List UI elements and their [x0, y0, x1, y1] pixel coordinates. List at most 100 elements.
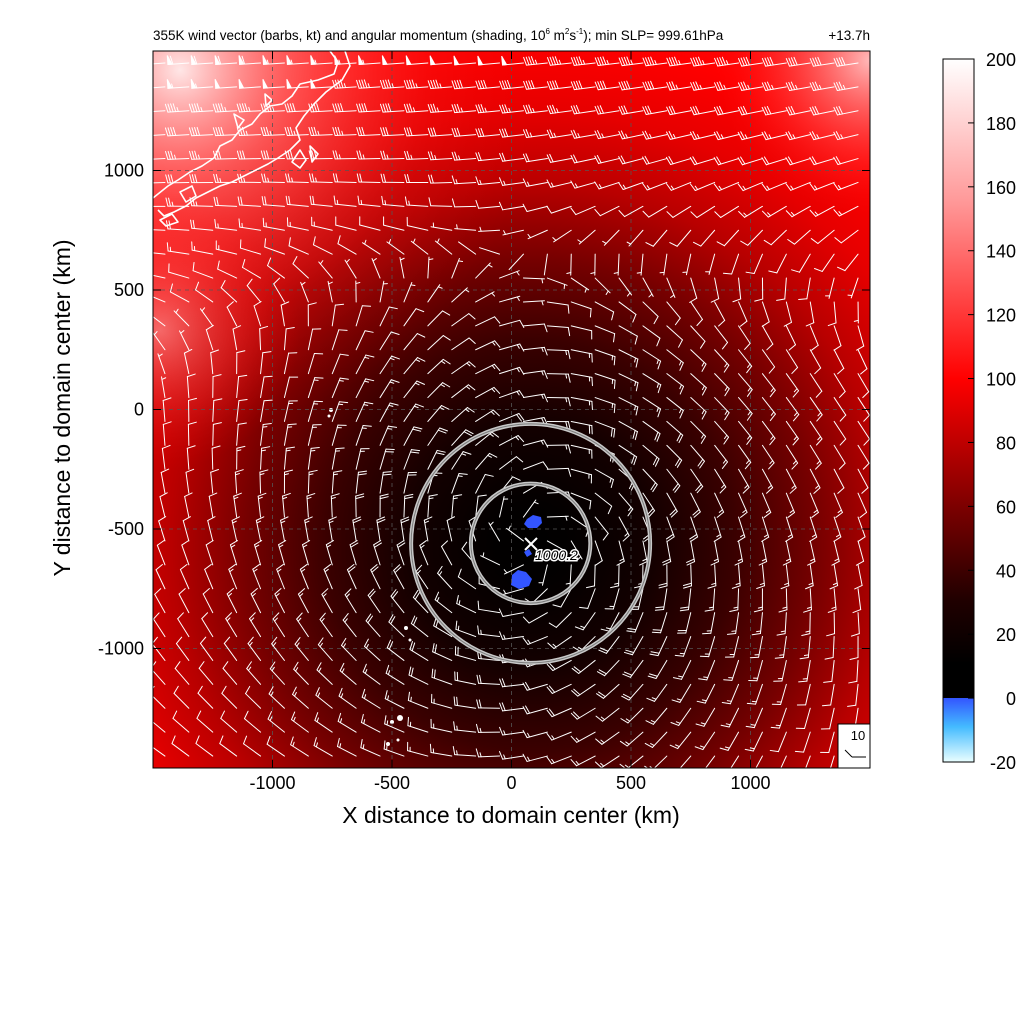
- wind-barb: [825, 277, 835, 299]
- barb-shaft: [220, 287, 238, 303]
- wind-barb: [570, 325, 593, 340]
- barb-shaft: [382, 134, 405, 137]
- barb-shaft: [756, 659, 763, 682]
- barb-feather: [600, 628, 610, 632]
- barb-feather: [788, 57, 793, 67]
- barb-feather: [191, 127, 195, 137]
- barb-feather: [666, 211, 674, 218]
- barb-feather: [770, 774, 778, 776]
- wind-barb: [761, 349, 776, 374]
- barb-half-feather: [696, 134, 700, 139]
- wind-barb: [714, 373, 730, 397]
- barb-feather: [552, 104, 557, 114]
- barb-feather: [578, 56, 583, 66]
- barb-half-feather: [818, 84, 822, 90]
- wind-barb: [415, 564, 429, 590]
- wind-barb: [226, 588, 238, 614]
- barb-feather: [768, 270, 778, 274]
- barb-feather: [191, 103, 195, 113]
- wind-barb: [356, 150, 381, 160]
- wind-barb: [522, 346, 548, 356]
- wind-barb: [264, 238, 285, 255]
- barb-shaft: [642, 540, 648, 563]
- barb-feather: [165, 174, 169, 184]
- wind-barb: [713, 156, 740, 166]
- barb-half-feather: [541, 394, 544, 399]
- barb-feather: [499, 153, 504, 162]
- barb-half-feather: [791, 484, 796, 489]
- barb-shaft: [249, 618, 262, 638]
- barb-feather: [594, 560, 603, 566]
- barb-feather: [516, 413, 522, 422]
- barb-feather: [288, 237, 291, 247]
- wind-barb: [161, 444, 171, 470]
- wind-barb: [361, 239, 381, 255]
- wind-barb: [243, 735, 262, 757]
- barb-shaft: [454, 134, 477, 137]
- barb-shaft: [241, 266, 262, 279]
- barb-shaft: [264, 246, 285, 255]
- barb-shaft: [234, 471, 238, 494]
- barb-pennant: [143, 79, 148, 88]
- barb-feather: [546, 663, 554, 672]
- barb-shaft: [646, 181, 668, 191]
- barb-feather: [358, 127, 363, 136]
- barb-feather: [145, 221, 147, 229]
- wind-barb: [499, 390, 525, 399]
- barb-feather: [798, 298, 808, 300]
- barb-feather: [408, 666, 412, 676]
- wind-barb: [214, 55, 238, 65]
- barb-feather: [761, 210, 769, 218]
- barb-feather: [341, 637, 347, 646]
- wind-barb: [331, 447, 345, 470]
- wind-barb: [857, 468, 869, 494]
- barb-feather: [656, 433, 661, 442]
- barb-feather: [297, 588, 306, 595]
- wind-barb: [352, 516, 362, 542]
- barb-feather: [463, 431, 472, 437]
- wind-barb: [381, 55, 405, 66]
- barb-feather: [769, 389, 776, 398]
- barb-shaft: [761, 397, 776, 415]
- barb-feather: [430, 80, 434, 89]
- barb-feather: [676, 459, 683, 468]
- barb-feather: [228, 563, 236, 570]
- barb-half-feather: [532, 108, 535, 113]
- barb-feather: [570, 180, 576, 189]
- wind-barb: [761, 105, 787, 116]
- barb-half-feather: [805, 630, 811, 633]
- barb-feather: [570, 81, 575, 91]
- barb-shaft: [755, 683, 763, 705]
- barb-shaft: [502, 731, 524, 736]
- barb-feather: [352, 519, 362, 524]
- barb-half-feather: [770, 435, 774, 440]
- barb-feather: [860, 368, 868, 375]
- barb-feather: [164, 103, 169, 113]
- barb-feather: [635, 358, 639, 368]
- wind-barb: [690, 397, 707, 420]
- barb-feather: [833, 182, 839, 191]
- barb-feather: [468, 337, 476, 344]
- wind-barb: [809, 468, 821, 494]
- barb-half-feather: [794, 411, 798, 417]
- barb-shaft: [257, 495, 262, 518]
- barb-shaft: [690, 373, 707, 389]
- barb-half-feather: [811, 534, 817, 538]
- barb-feather: [859, 511, 868, 518]
- barb-feather: [456, 594, 459, 605]
- barb-shaft: [197, 692, 214, 709]
- barb-feather: [501, 80, 506, 90]
- barb-shaft: [693, 110, 716, 116]
- barb-shaft: [574, 181, 596, 189]
- wind-barb: [451, 337, 476, 351]
- barb-shaft: [172, 717, 190, 733]
- wind-barb: [738, 301, 748, 327]
- barb-shaft: [790, 181, 811, 191]
- wind-barb: [187, 421, 197, 446]
- barb-shaft: [666, 325, 683, 341]
- wind-barb: [642, 444, 660, 467]
- barb-feather: [362, 663, 367, 673]
- barb-feather: [746, 389, 753, 397]
- barb-pennant: [310, 78, 317, 89]
